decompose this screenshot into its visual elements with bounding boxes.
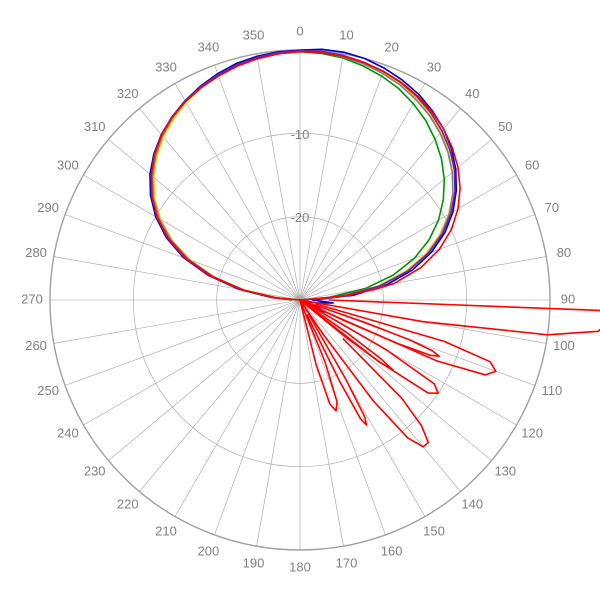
svg-text:280: 280 xyxy=(25,245,47,260)
svg-text:330: 330 xyxy=(155,59,177,74)
svg-text:100: 100 xyxy=(553,338,575,353)
svg-text:-20: -20 xyxy=(291,210,310,225)
svg-text:310: 310 xyxy=(84,119,106,134)
svg-text:260: 260 xyxy=(25,338,47,353)
svg-text:10: 10 xyxy=(339,28,353,43)
svg-text:180: 180 xyxy=(289,559,311,574)
svg-text:240: 240 xyxy=(57,425,79,440)
svg-text:350: 350 xyxy=(243,28,265,43)
svg-text:190: 190 xyxy=(243,555,265,570)
svg-text:270: 270 xyxy=(21,291,43,306)
svg-text:170: 170 xyxy=(336,555,358,570)
svg-text:130: 130 xyxy=(494,464,516,479)
svg-text:230: 230 xyxy=(84,464,106,479)
svg-text:50: 50 xyxy=(498,119,512,134)
svg-text:290: 290 xyxy=(37,200,59,215)
svg-text:150: 150 xyxy=(423,524,445,539)
svg-text:300: 300 xyxy=(57,157,79,172)
svg-text:0: 0 xyxy=(296,23,303,38)
svg-text:20: 20 xyxy=(384,40,398,55)
svg-text:120: 120 xyxy=(521,425,543,440)
svg-text:250: 250 xyxy=(37,383,59,398)
polar-chart: 0 10 20 30 40 50 60 70 80 90 100 110 120 130 140 150 160… xyxy=(0,0,600,600)
svg-text:140: 140 xyxy=(461,497,483,512)
svg-text:320: 320 xyxy=(117,86,139,101)
svg-text:80: 80 xyxy=(557,245,571,260)
svg-text:210: 210 xyxy=(155,524,177,539)
svg-text:220: 220 xyxy=(117,497,139,512)
svg-text:200: 200 xyxy=(197,543,219,558)
svg-text:-10: -10 xyxy=(291,127,310,142)
svg-text:40: 40 xyxy=(465,86,479,101)
svg-text:60: 60 xyxy=(525,157,539,172)
svg-text:160: 160 xyxy=(381,543,403,558)
svg-text:90: 90 xyxy=(561,291,575,306)
svg-text:30: 30 xyxy=(427,59,441,74)
svg-text:70: 70 xyxy=(545,200,559,215)
svg-text:110: 110 xyxy=(541,383,562,398)
svg-text:340: 340 xyxy=(197,40,219,55)
